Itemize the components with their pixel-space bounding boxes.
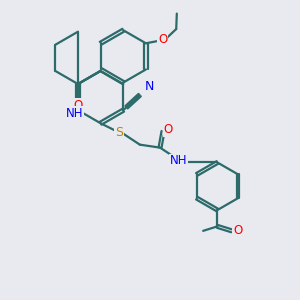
Text: NH: NH [170, 154, 188, 167]
Text: S: S [115, 126, 123, 139]
Text: NH: NH [66, 106, 83, 120]
Text: N: N [145, 80, 154, 93]
Text: O: O [164, 123, 173, 136]
Text: O: O [158, 33, 167, 46]
Text: O: O [233, 224, 242, 237]
Text: O: O [73, 99, 83, 112]
